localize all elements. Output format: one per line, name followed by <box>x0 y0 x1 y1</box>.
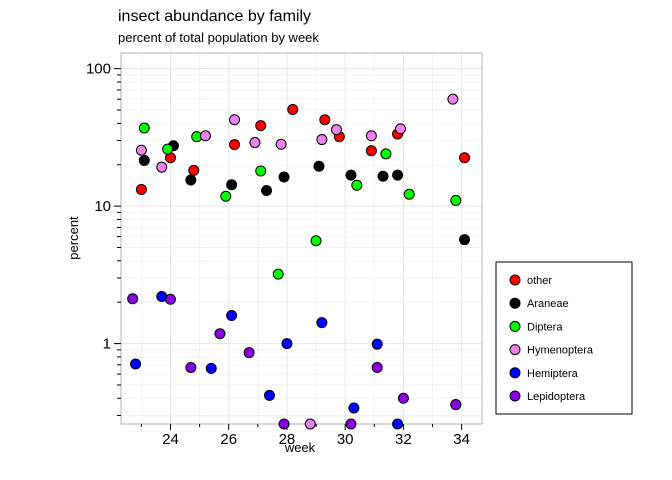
data-point <box>188 164 200 176</box>
data-point <box>199 130 211 142</box>
legend-swatch <box>509 297 521 309</box>
x-axis: 24 26 28 30 32 34 <box>140 424 470 448</box>
legend-label: Hymenoptera <box>527 345 594 357</box>
data-point <box>205 362 217 374</box>
legend-label: other <box>527 275 552 287</box>
data-point <box>164 293 176 305</box>
data-point <box>255 165 267 177</box>
data-point <box>365 145 377 157</box>
data-point <box>403 188 415 200</box>
data-point <box>392 169 404 181</box>
data-point <box>447 93 459 105</box>
data-point <box>371 361 383 373</box>
legend-box <box>495 261 633 415</box>
data-point <box>156 161 168 173</box>
data-point <box>185 361 197 373</box>
legend-label: Hemiptera <box>527 368 579 380</box>
legend-swatch <box>509 390 521 402</box>
data-point <box>255 120 267 132</box>
data-point <box>459 234 471 246</box>
data-point <box>220 190 232 202</box>
data-point <box>226 310 238 322</box>
data-point <box>330 124 342 136</box>
x-tick-label: 30 <box>337 431 354 448</box>
data-point <box>226 179 238 191</box>
data-point <box>319 114 331 126</box>
data-point <box>272 268 284 280</box>
x-tick-label: 32 <box>395 431 412 448</box>
legend-label: Lepidoptera <box>527 391 586 403</box>
x-tick-label: 28 <box>279 431 296 448</box>
data-point <box>278 418 290 430</box>
legend-swatch <box>509 274 521 286</box>
data-point <box>229 139 241 151</box>
x-axis-label: week <box>284 440 316 455</box>
data-point <box>130 358 142 370</box>
data-point <box>345 169 357 181</box>
data-point <box>316 317 328 329</box>
data-point <box>450 399 462 411</box>
data-point <box>263 389 275 401</box>
data-point <box>371 338 383 350</box>
grid-lines <box>121 53 482 424</box>
legend-swatch <box>509 320 521 332</box>
data-point <box>377 170 389 182</box>
data-point <box>138 154 150 166</box>
data-point <box>394 123 406 135</box>
data-point <box>243 347 255 359</box>
data-point <box>229 114 241 126</box>
data-point <box>348 402 360 414</box>
legend-swatch <box>509 367 521 379</box>
x-tick-label: 34 <box>453 431 470 448</box>
data-point <box>304 418 316 430</box>
legend-swatch <box>509 344 521 356</box>
chart-subtitle: percent of total population by week <box>118 30 319 45</box>
data-point <box>380 148 392 160</box>
data-point <box>313 160 325 172</box>
data-point <box>397 392 409 404</box>
data-point <box>450 194 462 206</box>
plot-area <box>121 53 482 424</box>
data-point <box>162 143 174 155</box>
y-axis-label: percent <box>66 216 81 260</box>
data-point <box>261 184 273 196</box>
data-point <box>392 418 404 430</box>
data-point <box>214 328 226 340</box>
data-point <box>281 338 293 350</box>
data-point <box>365 130 377 142</box>
legend-label: Araneae <box>527 298 569 310</box>
legend: other Araneae Diptera Hymenoptera Hemiptera L… <box>495 261 633 415</box>
data-points <box>127 93 471 430</box>
y-tick-label: 10 <box>94 198 111 215</box>
data-point <box>351 179 363 191</box>
data-point <box>275 138 287 150</box>
data-point <box>249 137 261 149</box>
plot-border <box>120 52 483 425</box>
x-tick-label: 24 <box>162 431 179 448</box>
y-tick-label: 100 <box>86 61 111 78</box>
data-point <box>316 134 328 146</box>
data-point <box>459 152 471 164</box>
y-tick-label: 1 <box>103 336 111 353</box>
y-axis: 1 10 100 <box>86 61 121 416</box>
chart-title: insect abundance by family <box>118 8 311 25</box>
data-point <box>127 293 139 305</box>
data-point <box>135 144 147 156</box>
data-point <box>310 235 322 247</box>
data-point <box>185 174 197 186</box>
data-point <box>278 171 290 183</box>
x-tick-label: 26 <box>220 431 237 448</box>
data-point <box>287 103 299 115</box>
data-point <box>135 184 147 196</box>
data-point <box>138 122 150 134</box>
legend-label: Diptera <box>527 321 563 333</box>
data-point <box>345 418 357 430</box>
